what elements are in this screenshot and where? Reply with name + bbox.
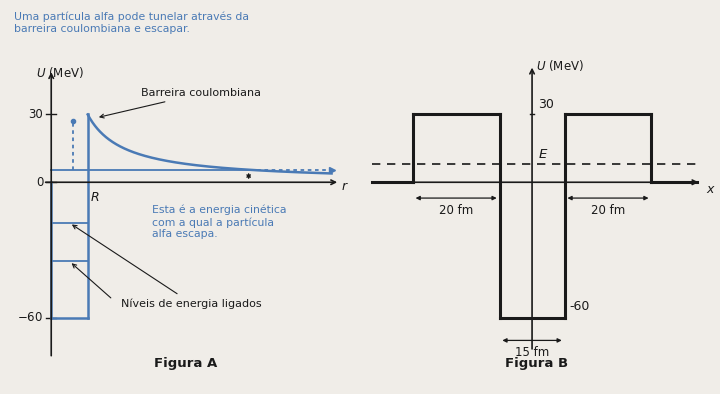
Text: $r$: $r$: [341, 180, 349, 193]
Text: $x$: $x$: [706, 182, 716, 195]
Text: $R$: $R$: [91, 191, 100, 204]
Text: 30: 30: [539, 98, 554, 111]
Text: Níveis de energia ligados: Níveis de energia ligados: [73, 225, 262, 309]
Text: E: E: [539, 148, 547, 161]
Text: $-60$: $-60$: [17, 311, 43, 324]
Text: 20 fm: 20 fm: [591, 204, 625, 217]
Text: 15 fm: 15 fm: [515, 346, 549, 359]
Text: 30: 30: [29, 108, 43, 121]
Text: Figura B: Figura B: [505, 357, 568, 370]
Text: 20 fm: 20 fm: [439, 204, 473, 217]
Text: Uma partícula alfa pode tunelar através da
barreira coulombiana e escapar.: Uma partícula alfa pode tunelar através …: [14, 12, 249, 34]
Text: Esta é a energia cinética
com a qual a partícula
alfa escapa.: Esta é a energia cinética com a qual a p…: [152, 205, 287, 239]
Text: Barreira coulombiana: Barreira coulombiana: [100, 88, 261, 118]
Text: 0: 0: [36, 176, 43, 189]
Text: -60: -60: [569, 300, 589, 313]
Text: $U$ (MeV): $U$ (MeV): [536, 58, 585, 73]
Text: $U$ (MeV): $U$ (MeV): [36, 65, 84, 80]
Text: Figura A: Figura A: [154, 357, 217, 370]
